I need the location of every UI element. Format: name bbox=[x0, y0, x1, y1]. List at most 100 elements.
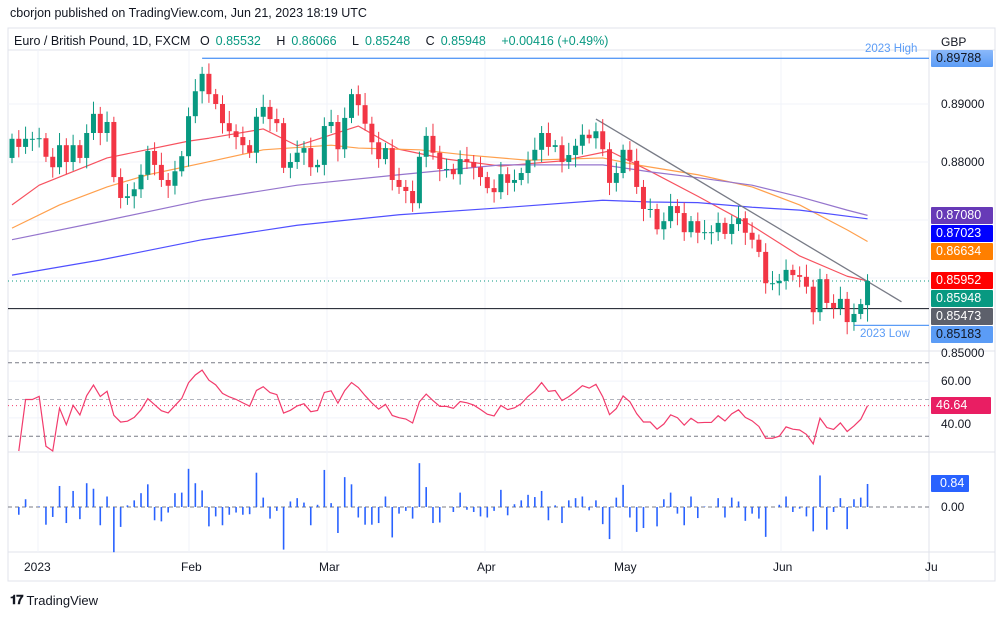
candle-body bbox=[837, 298, 843, 309]
candle-body bbox=[104, 121, 110, 133]
price-tick-label: 0.89000 bbox=[941, 97, 985, 111]
candle-body bbox=[118, 177, 124, 198]
candle-body bbox=[145, 150, 151, 175]
candle-body bbox=[226, 123, 232, 132]
candle-body bbox=[437, 152, 443, 169]
candle-body bbox=[16, 138, 22, 147]
open-value: 0.85532 bbox=[215, 34, 261, 48]
candle-body bbox=[77, 145, 83, 158]
candle-body bbox=[532, 149, 538, 161]
candle-body bbox=[9, 138, 15, 158]
candle-body bbox=[831, 302, 837, 309]
candle-body bbox=[674, 206, 680, 214]
tradingview-logo-icon: 𝟏𝟕 bbox=[10, 592, 24, 607]
candle-body bbox=[464, 159, 470, 162]
candle-body bbox=[450, 168, 456, 175]
candle-body bbox=[647, 208, 653, 210]
candle-body bbox=[281, 123, 287, 168]
candle-body bbox=[124, 196, 130, 198]
candle-body bbox=[50, 156, 56, 168]
candle-body bbox=[566, 155, 572, 162]
candle-body bbox=[165, 179, 171, 186]
level-annotation-low: 2023 Low bbox=[860, 328, 910, 341]
price-label-2023-low: 0.85183 bbox=[931, 326, 993, 344]
candle-body bbox=[824, 279, 830, 303]
candle-body bbox=[97, 113, 103, 133]
momentum-bars bbox=[17, 463, 869, 553]
candle-body bbox=[600, 131, 606, 150]
price-label-ma-red: 0.85952 bbox=[931, 272, 993, 290]
ohlc-close: C 0.85948 bbox=[426, 34, 492, 48]
candle-body bbox=[152, 150, 158, 165]
candle-body bbox=[43, 138, 49, 157]
open-label: O bbox=[199, 34, 210, 48]
candle-body bbox=[131, 189, 137, 197]
candle-body bbox=[640, 186, 646, 209]
price-change: +0.00416 (+0.49%) bbox=[501, 34, 609, 48]
candle-body bbox=[511, 179, 517, 183]
candle-body bbox=[267, 106, 273, 120]
candle-body bbox=[634, 160, 640, 187]
candle-body bbox=[274, 119, 280, 124]
high-label: H bbox=[276, 34, 286, 48]
candle-body bbox=[749, 232, 755, 240]
candle-body bbox=[613, 173, 619, 183]
candle-body bbox=[518, 173, 524, 180]
candle-body bbox=[844, 298, 850, 323]
candle-body bbox=[430, 135, 436, 153]
candle-body bbox=[865, 281, 871, 306]
time-tick-label: Jun bbox=[773, 560, 793, 574]
candle-body bbox=[240, 137, 246, 146]
candle-body bbox=[593, 131, 599, 139]
candle-body bbox=[776, 280, 782, 284]
candle-body bbox=[688, 221, 694, 233]
candle-body bbox=[213, 94, 219, 104]
candle-body bbox=[763, 251, 769, 284]
candle-body bbox=[471, 162, 477, 168]
candle-body bbox=[376, 142, 382, 160]
candle-body bbox=[729, 224, 735, 234]
candle-body bbox=[349, 94, 354, 118]
candle-body bbox=[423, 135, 429, 157]
candle-body bbox=[382, 148, 388, 160]
candle-body bbox=[736, 218, 742, 225]
candle-body bbox=[308, 148, 314, 168]
candle-body bbox=[158, 164, 164, 180]
rsi-line bbox=[18, 369, 869, 453]
candle-body bbox=[539, 133, 545, 150]
footer-brand: 𝟏𝟕 TradingView bbox=[10, 592, 98, 608]
candle-body bbox=[301, 148, 307, 153]
candle-body bbox=[294, 152, 300, 162]
candle-body bbox=[369, 123, 375, 143]
currency-label: GBP bbox=[941, 35, 967, 49]
candle-body bbox=[389, 148, 395, 180]
candle-body bbox=[803, 276, 809, 287]
close-label: C bbox=[425, 34, 435, 48]
momentum-tick-label: 0.00 bbox=[941, 500, 965, 514]
candle-body bbox=[23, 138, 29, 147]
rsi-tick-label: 60.00 bbox=[941, 374, 972, 389]
price-label-ma-purple: 0.87080 bbox=[931, 206, 993, 224]
candle-body bbox=[858, 304, 864, 314]
brand-name: TradingView bbox=[26, 592, 99, 608]
symbol-legend: Euro / British Pound, 1D, FXCM O 0.85532 … bbox=[14, 34, 614, 48]
candle-body bbox=[328, 121, 334, 127]
candle-body bbox=[579, 134, 585, 146]
high-value: 0.86066 bbox=[291, 34, 337, 48]
candle-body bbox=[715, 222, 721, 233]
candle-body bbox=[335, 121, 341, 150]
candle-body bbox=[57, 145, 63, 168]
candle-body bbox=[702, 232, 708, 234]
candle-body bbox=[36, 138, 42, 140]
candle-body bbox=[84, 133, 90, 158]
candle-body bbox=[681, 213, 687, 233]
price-label-ma-orange: 0.86634 bbox=[931, 242, 993, 260]
candle-body bbox=[654, 208, 660, 230]
candle-body bbox=[722, 222, 728, 234]
candle-body bbox=[260, 106, 266, 117]
candle-body bbox=[416, 156, 422, 204]
candle-body bbox=[790, 269, 796, 276]
candle-body bbox=[29, 138, 35, 140]
candle-body bbox=[321, 126, 327, 165]
